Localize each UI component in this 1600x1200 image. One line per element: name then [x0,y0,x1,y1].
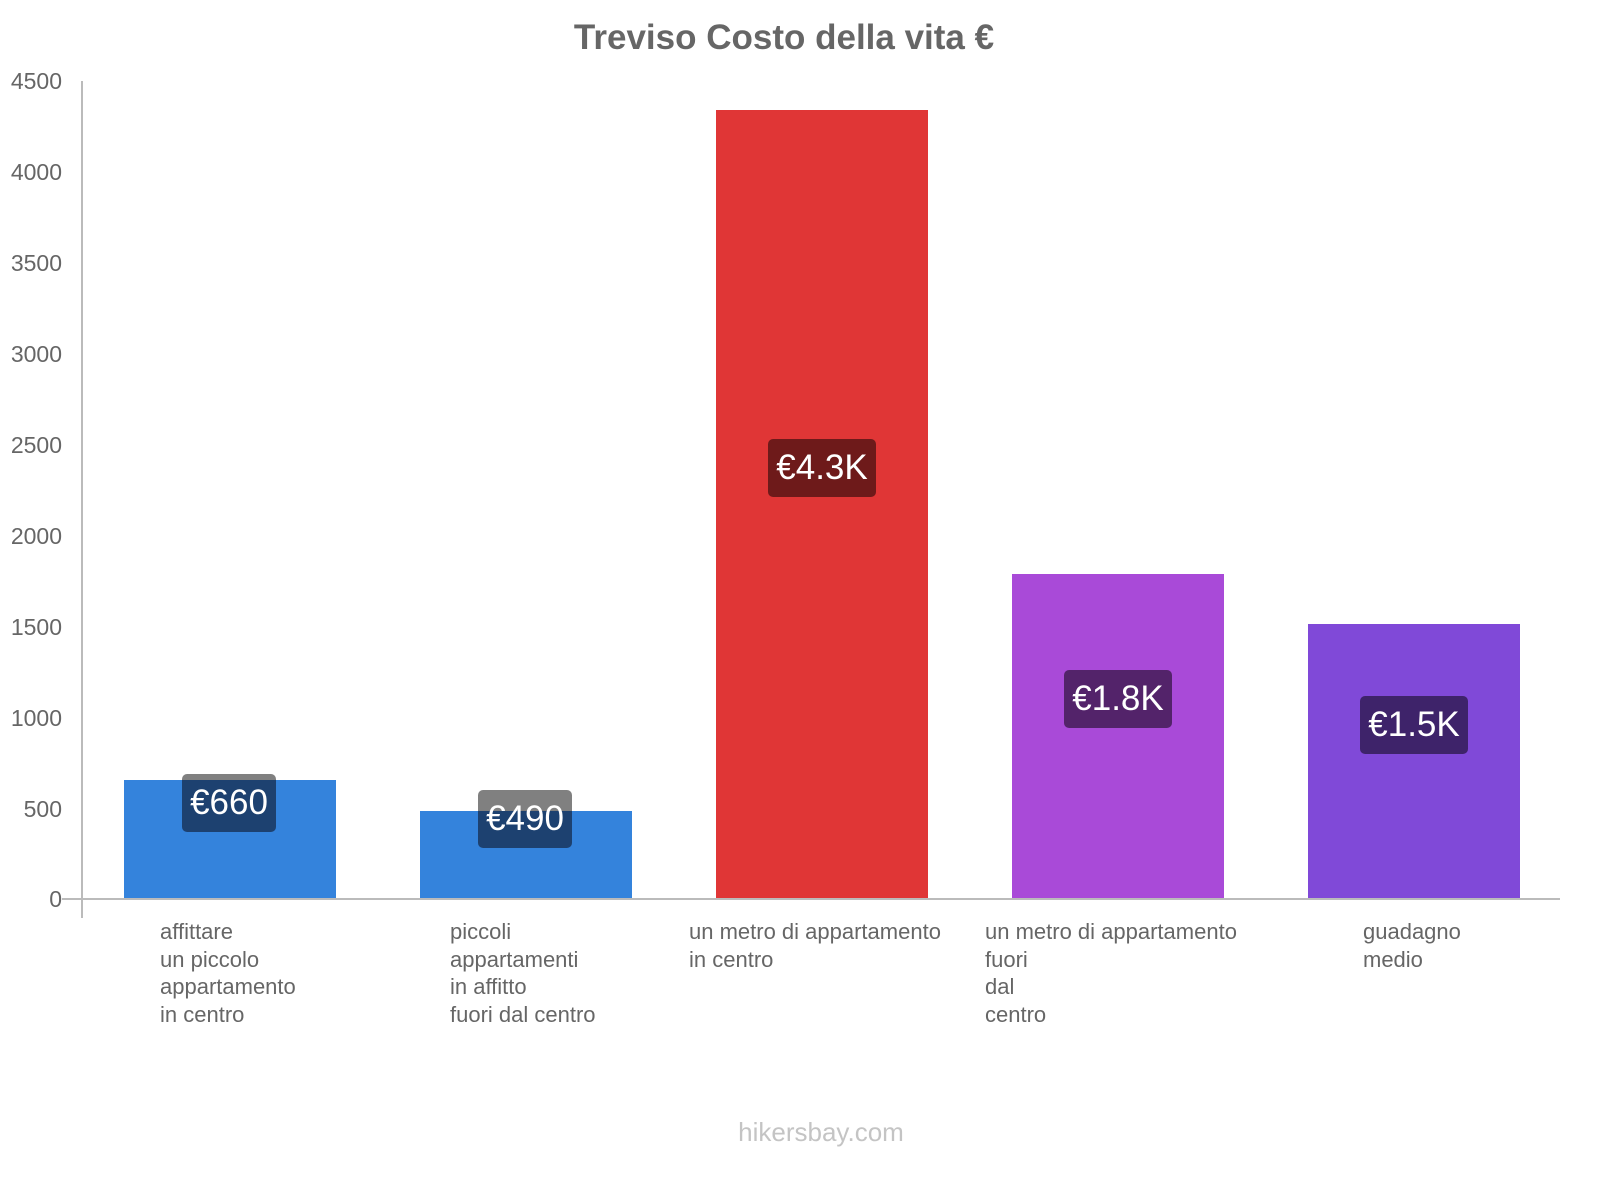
chart-title: Treviso Costo della vita € [573,18,995,57]
y-tick-4000: 4000 [10,159,62,185]
y-tick-3500: 3500 [10,250,62,276]
x-label-rent-outside: piccoli appartamenti in affitto fuori da… [450,919,596,1027]
y-tick-500: 500 [23,796,62,822]
value-label-rent-center: €660 [182,774,276,832]
bar-sqm-price-outside [1012,574,1224,899]
x-label-sqm-center: un metro di appartamento in centro [689,919,941,972]
value-label-rent-outside: €490 [478,790,572,848]
x-label-sqm-outside: un metro di appartamento fuori dal centr… [985,919,1237,1027]
bar-average-salary [1308,624,1520,899]
x-label-rent-center: affittare un piccolo appartamento in cen… [160,919,296,1027]
y-tick-2500: 2500 [10,432,62,458]
value-label-salary: €1.5K [1360,696,1468,754]
y-tick-1000: 1000 [10,705,62,731]
value-label-sqm-center: €4.3K [768,439,876,497]
x-label-salary: guadagno medio [1363,919,1461,972]
value-label-sqm-outside: €1.8K [1064,670,1172,728]
y-tick-1500: 1500 [10,614,62,640]
bar-sqm-price-center [716,110,928,899]
y-tick-4500: 4500 [10,68,62,94]
y-tick-3000: 3000 [10,341,62,367]
y-tick-2000: 2000 [10,523,62,549]
y-tick-0: 0 [49,886,62,912]
x-axis-line [62,898,1560,900]
y-axis-line [81,81,83,918]
footer-watermark: hikersbay.com [738,1117,904,1147]
